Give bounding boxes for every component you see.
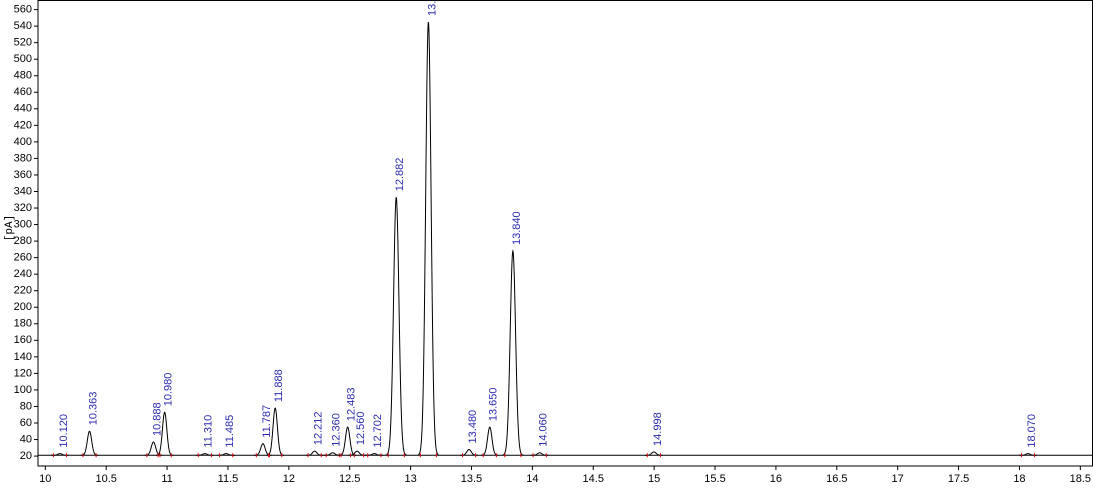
y-tick-label: 540 [14, 20, 32, 32]
peak-label: 10.888 [151, 402, 163, 436]
peak-label: 12.360 [331, 413, 343, 447]
peak [530, 452, 549, 456]
peak [348, 450, 366, 456]
peak-label: 10.120 [58, 414, 70, 448]
x-tick-label: 10 [39, 473, 51, 485]
peak-label: 14.998 [652, 412, 664, 446]
y-tick-label: 440 [14, 103, 32, 115]
peak [80, 430, 99, 456]
x-tick-label: 13.5 [461, 473, 482, 485]
peak-label: 18.070 [1026, 414, 1038, 448]
peak [144, 441, 163, 456]
x-tick-label: 13 [404, 473, 416, 485]
x-tick-label: 12.5 [339, 473, 360, 485]
y-tick-label: 280 [14, 235, 32, 247]
peak [196, 453, 214, 456]
peak [417, 21, 440, 456]
x-tick-label: 14.5 [583, 473, 604, 485]
peak [266, 407, 284, 456]
x-tick-label: 17 [892, 473, 904, 485]
y-tick-label: 40 [20, 433, 32, 445]
y-tick-label: 20 [20, 450, 32, 462]
x-tick-label: 14 [526, 473, 538, 485]
y-axis-label: [pA] [4, 215, 16, 241]
peak-label: 11.310 [203, 415, 215, 448]
y-tick-label: 200 [14, 301, 32, 313]
x-tick-label: 18 [1013, 473, 1025, 485]
peak [305, 450, 324, 456]
peak-label: 10.363 [87, 392, 99, 426]
peak-label: 13.1 [426, 0, 438, 16]
peak-label: 13.650 [488, 387, 500, 421]
peak [155, 411, 174, 456]
peak [217, 453, 235, 456]
y-tick-label: 460 [14, 86, 32, 98]
y-tick-label: 320 [14, 202, 32, 214]
peak [480, 426, 499, 456]
y-tick-label: 160 [14, 334, 32, 346]
peak [460, 448, 478, 456]
y-tick-label: 240 [14, 268, 32, 280]
peak [502, 249, 524, 456]
x-tick-label: 15 [648, 473, 660, 485]
y-tick-label: 120 [14, 367, 32, 379]
y-tick-label: 300 [14, 218, 32, 230]
peak-label: 11.787 [261, 405, 273, 438]
y-tick-label: 520 [14, 37, 32, 49]
peak-label: 11.485 [224, 415, 236, 448]
y-tick-label: 400 [14, 136, 32, 148]
x-tick-label: 11 [161, 473, 172, 485]
x-tick-label: 10.5 [95, 473, 116, 485]
y-tick-label: 420 [14, 119, 32, 131]
peak-label: 12.702 [372, 414, 384, 448]
peak [365, 453, 384, 456]
peak-label: 14.060 [538, 413, 550, 447]
y-tick-label: 60 [20, 417, 32, 429]
peak-label: 13.840 [511, 211, 523, 245]
y-tick-label: 140 [14, 351, 32, 363]
y-tick-label: 560 [14, 4, 32, 16]
peak [1019, 453, 1037, 456]
peak-label: 10.980 [163, 373, 175, 407]
peak-label: 12.483 [346, 387, 358, 421]
peak [645, 451, 663, 456]
y-tick-label: 480 [14, 70, 32, 82]
x-tick-label: 15.5 [704, 473, 725, 485]
y-tick-label: 340 [14, 185, 32, 197]
y-tick-label: 500 [14, 53, 32, 65]
y-tick-label: 220 [14, 285, 32, 297]
x-tick-label: 18.5 [1070, 473, 1091, 485]
peak-label: 13.480 [467, 410, 479, 444]
x-tick-label: 16 [770, 473, 782, 485]
plot-frame [37, 0, 1093, 467]
peak [385, 197, 408, 456]
y-tick-label: 360 [14, 169, 32, 181]
peak [51, 453, 69, 456]
peak [323, 452, 342, 456]
peak-label: 12.560 [355, 411, 367, 445]
y-tick-label: 80 [20, 400, 32, 412]
x-tick-label: 16.5 [826, 473, 847, 485]
x-tick-label: 11.5 [218, 473, 239, 485]
x-tick-label: 17.5 [948, 473, 969, 485]
y-tick-label: 380 [14, 152, 32, 164]
peak-label: 12.882 [394, 158, 406, 192]
y-tick-label: 100 [14, 384, 32, 396]
peak-label: 11.888 [273, 369, 285, 402]
x-tick-label: 12 [283, 473, 295, 485]
y-tick-label: 180 [14, 318, 32, 330]
y-tick-label: 260 [14, 252, 32, 264]
peak-label: 12.212 [313, 411, 325, 445]
